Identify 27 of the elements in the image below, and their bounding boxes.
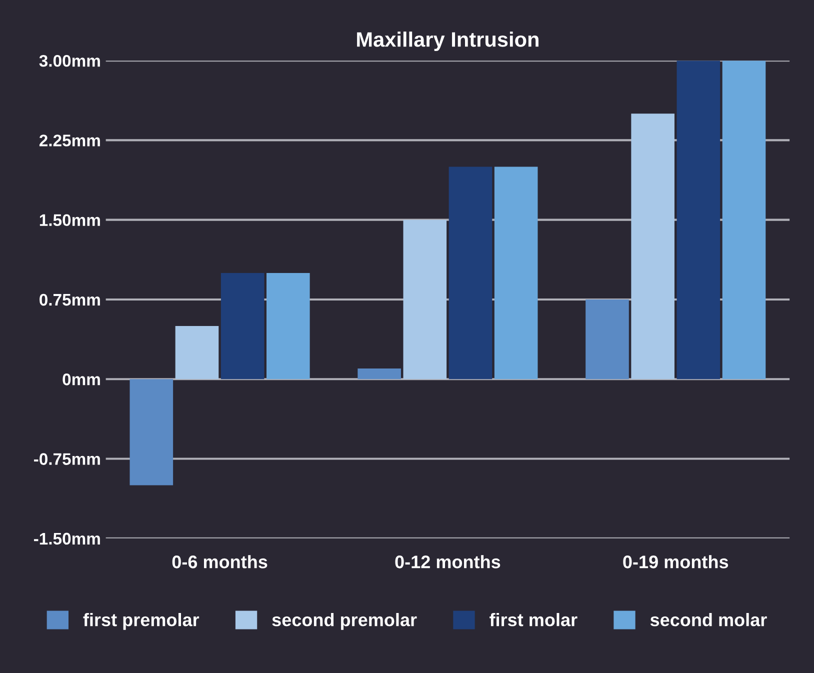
chart-title: Maxillary Intrusion xyxy=(357,32,538,52)
legend-label: second premolar xyxy=(272,613,417,630)
y-tick-label: 0mm xyxy=(62,374,100,386)
bar xyxy=(175,326,219,380)
bar xyxy=(266,272,310,380)
bar xyxy=(631,114,674,380)
y-tick-label: 2.25mm xyxy=(39,134,100,146)
bar xyxy=(130,379,174,486)
legend-label: first molar xyxy=(490,613,578,626)
bar xyxy=(448,166,492,380)
bar xyxy=(403,220,447,380)
bar xyxy=(676,60,720,380)
y-tick-label: 3.00mm xyxy=(39,54,100,67)
legend-label: first premolar xyxy=(83,613,200,630)
x-tick-label: 0-19 months xyxy=(623,555,728,568)
legend-label: second molar xyxy=(650,613,767,626)
y-tick-label: -1.50mm xyxy=(34,532,100,545)
x-tick-label: 0-6 months xyxy=(172,555,268,568)
y-tick-label: -0.75mm xyxy=(34,453,100,465)
bar xyxy=(722,60,766,380)
bar xyxy=(586,299,629,380)
bar xyxy=(358,368,401,380)
y-tick-label: 0.75mm xyxy=(40,294,100,306)
x-tick-label: 0-12 months xyxy=(395,555,500,568)
bar xyxy=(494,166,538,380)
bar xyxy=(220,272,264,380)
y-tick-label: 1.50mm xyxy=(40,214,100,226)
